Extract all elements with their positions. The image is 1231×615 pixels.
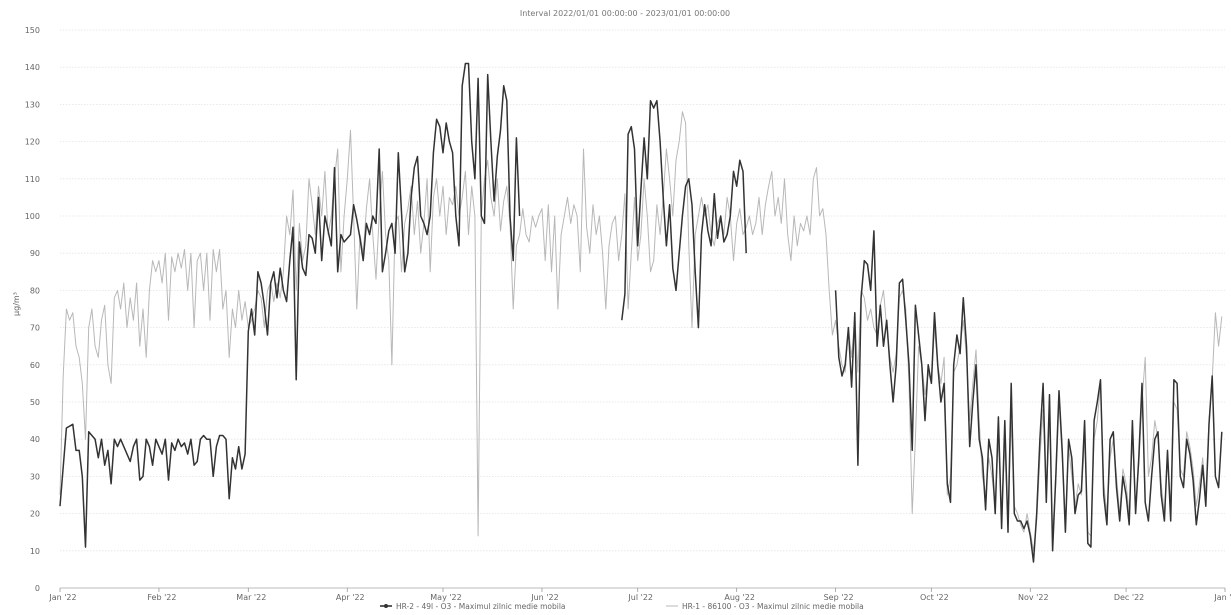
x-tick-label: Sep '22 [824,593,854,602]
x-tick-label: Oct '22 [920,593,949,602]
y-tick-label: 140 [25,63,40,72]
x-tick-label: Mar '22 [236,593,266,602]
series-group [59,62,1223,563]
y-axis-ticks: 0 10 20 30 40 50 60 70 80 90 100 110 120 130 140 150 [25,26,40,593]
y-tick-label: 20 [30,510,40,519]
legend: HR-2 - 49l - O3 - Maximul zilnic medie m… [380,602,864,611]
x-tick-label: Apr '22 [336,593,365,602]
x-tick-label: Nov '22 [1018,593,1049,602]
y-tick-label: 0 [35,584,40,593]
series-line-2 [59,111,1223,552]
y-tick-label: 80 [30,286,40,295]
x-tick-label: May '22 [430,593,461,602]
y-tick-label: 90 [30,249,40,258]
x-axis-ticks: Jan '22 Feb '22 Mar '22 Apr '22 May '22 Jun '… [48,588,1231,602]
y-tick-label: 70 [30,324,40,333]
y-tick-label: 60 [30,361,40,370]
y-tick-label: 120 [25,138,40,147]
y-tick-label: 30 [30,472,40,481]
y-axis-label: µg/m³ [12,292,21,316]
y-tick-label: 100 [25,212,40,221]
x-tick-label: Jan '23 [1213,593,1231,602]
x-tick-label: Feb '22 [147,593,176,602]
y-tick-label: 40 [30,435,40,444]
legend-label: HR-2 - 49l - O3 - Maximul zilnic medie m… [396,602,566,611]
x-tick-label: Jan '22 [48,593,76,602]
legend-marker [384,604,388,608]
x-tick-label: Jul '22 [627,593,653,602]
grid [60,29,1225,589]
x-tick-label: Jun '22 [530,593,558,602]
y-tick-label: 110 [25,175,40,184]
y-tick-label: 150 [25,26,40,35]
legend-label: HR-1 - 86100 - O3 - Maximul zilnic medie… [682,602,864,611]
series-line-1 [59,62,1223,563]
x-tick-label: Dec '22 [1114,593,1144,602]
y-tick-label: 130 [25,100,40,109]
y-tick-label: 50 [30,398,40,407]
chart-title: Interval 2022/01/01 00:00:00 - 2023/01/0… [520,9,730,18]
x-tick-label: Aug '22 [724,593,755,602]
y-tick-label: 10 [30,547,40,556]
